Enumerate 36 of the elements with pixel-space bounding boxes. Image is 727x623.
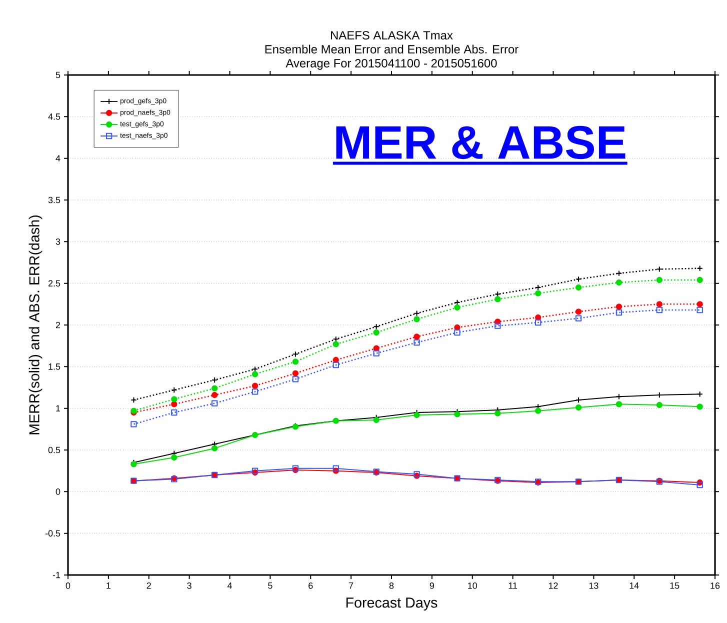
y-tick-label: 1 — [56, 405, 60, 412]
chart-title: NAEFS ALASKA Tmax — [331, 31, 453, 40]
x-tick-label: 7 — [349, 582, 354, 589]
x-tick-label: 8 — [389, 582, 394, 589]
x-tick-label: 14 — [630, 582, 639, 589]
x-tick-label: 9 — [430, 582, 434, 589]
y-tick-label: 4 — [56, 155, 60, 162]
x-tick-label: 0 — [66, 582, 70, 589]
x-tick-label: 10 — [468, 582, 478, 589]
y-tick-label: 2.5 — [48, 280, 60, 287]
x-tick-label: 6 — [308, 582, 313, 589]
x-axis-title: Forecast Days — [346, 598, 438, 611]
x-tick-label: 4 — [227, 582, 232, 589]
y-tick-label: 0 — [56, 488, 60, 495]
y-tick-label: 1.5 — [48, 364, 60, 370]
x-tick-label: 11 — [508, 582, 518, 589]
y-tick-label: 3 — [56, 238, 60, 245]
y-tick-label: 2 — [56, 322, 60, 328]
chart-subtitle: Ensemble Mean Error and Ensemble Abs. Error — [265, 44, 518, 54]
x-tick-label: 13 — [589, 582, 598, 589]
y-tick-label: 4.5 — [48, 114, 60, 120]
y-tick-label: 5 — [56, 72, 60, 78]
x-tick-label: 5 — [268, 582, 272, 589]
x-tick-label: 12 — [548, 582, 558, 589]
annotation: MER & ABSE — [336, 126, 626, 160]
text: Average For 2015041100 - 2015051600 — [286, 58, 497, 70]
x-tick-label: 1 — [106, 582, 110, 589]
x-tick-label: 3 — [187, 582, 192, 589]
x-tick-label: 2 — [146, 582, 151, 589]
y-tick-label: 3.5 — [48, 196, 60, 204]
x-tick-label: 15 — [670, 582, 680, 589]
y-tick-label: 0.5 — [48, 446, 60, 454]
y-tick-label: -0.5 — [45, 530, 60, 537]
x-tick-label: 16 — [710, 582, 720, 589]
y-axis-title: MERR(solid) and ABS. ERR(dash) — [28, 216, 42, 434]
y-tick-label: -1 — [52, 572, 60, 578]
